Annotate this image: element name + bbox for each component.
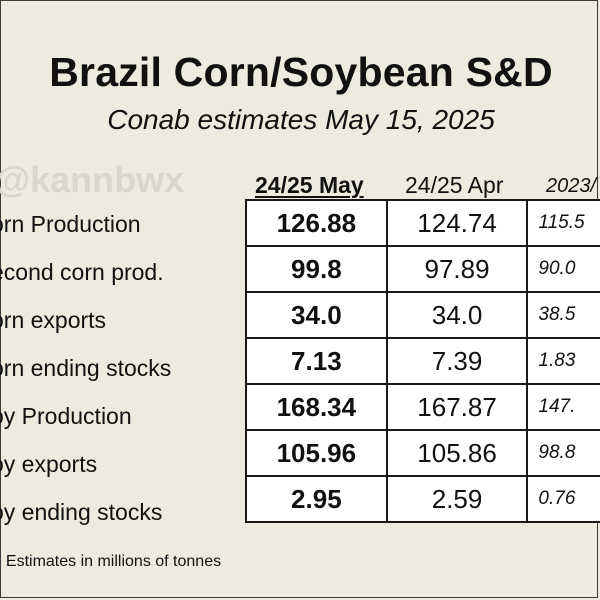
page-subtitle: Conab estimates May 15, 2025	[107, 104, 495, 135]
cell-may: 2.95	[245, 475, 388, 523]
table-row: 34.0 34.0 38.5	[245, 291, 600, 339]
cell-may: 34.0	[245, 291, 388, 339]
cell-apr: 97.89	[385, 245, 529, 293]
row-label: orn exports	[0, 307, 107, 333]
column-header-prev: 2023/	[546, 175, 597, 197]
row-label: orn Production	[0, 211, 141, 237]
row-label: orn ending stocks	[0, 355, 172, 381]
column-header-apr: 24/25 Apr	[405, 172, 504, 198]
column-header-may: 24/25 May	[255, 172, 364, 198]
cell-may: 99.8	[245, 245, 388, 293]
cell-apr: 34.0	[385, 291, 529, 339]
cell-apr: 7.39	[385, 337, 529, 385]
data-table: 126.88 124.74 115.5 99.8 97.89 90.0 34.0…	[245, 199, 600, 523]
row-label: econd corn prod.	[0, 259, 164, 285]
watermark: @kannbwx	[0, 159, 185, 200]
table-row: 126.88 124.74 115.5	[245, 199, 600, 247]
cell-apr: 2.59	[385, 475, 529, 523]
cell-prev: 1.83	[526, 337, 600, 385]
cell-may: 7.13	[245, 337, 388, 385]
table-row: 7.13 7.39 1.83	[245, 337, 600, 385]
cell-prev: 90.0	[526, 245, 600, 293]
cell-prev: 0.76	[526, 475, 600, 523]
cell-prev: 98.8	[526, 429, 600, 477]
cell-prev: 38.5	[526, 291, 600, 339]
cell-prev: 115.5	[526, 199, 600, 247]
row-label: oy ending stocks	[0, 499, 163, 525]
table-row: 99.8 97.89 90.0	[245, 245, 600, 293]
cell-may: 105.96	[245, 429, 388, 477]
cell-prev: 147.	[526, 383, 600, 431]
table-row: 2.95 2.59 0.76	[245, 475, 600, 523]
table-row: 168.34 167.87 147.	[245, 383, 600, 431]
page-title: Brazil Corn/Soybean S&D	[49, 49, 553, 95]
row-label: oy exports	[0, 451, 98, 477]
row-label: oy Production	[0, 403, 132, 429]
cell-apr: 105.86	[385, 429, 529, 477]
cell-may: 168.34	[245, 383, 388, 431]
cell-may: 126.88	[245, 199, 388, 247]
cell-apr: 124.74	[385, 199, 529, 247]
cell-apr: 167.87	[385, 383, 529, 431]
footnote: : Estimates in millions of tonnes	[0, 553, 222, 570]
table-row: 105.96 105.86 98.8	[245, 429, 600, 477]
